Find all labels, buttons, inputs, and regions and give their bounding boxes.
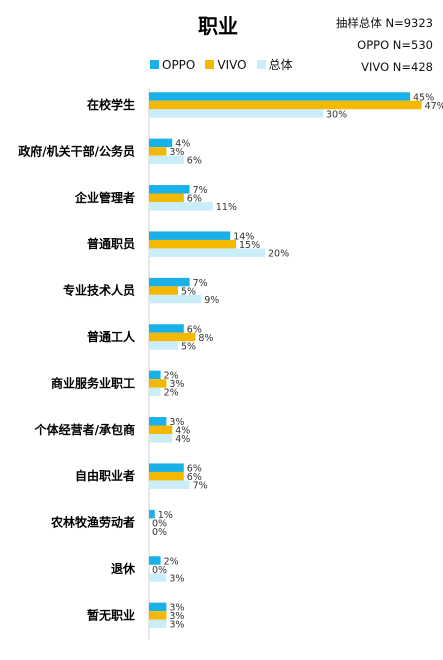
chart-title: 职业 (198, 14, 238, 38)
bar-总体 (149, 341, 178, 350)
data-label: 7% (193, 480, 208, 491)
bar-总体 (149, 294, 202, 304)
data-label: 3% (169, 573, 184, 584)
data-label: 11% (216, 202, 237, 213)
bar-总体 (149, 619, 167, 629)
data-label: 3% (169, 620, 184, 631)
data-label: 2% (164, 556, 179, 567)
data-label: 5% (181, 341, 196, 352)
data-label: 3% (169, 603, 184, 614)
data-label: 4% (175, 426, 190, 437)
data-label: 6% (187, 156, 202, 167)
bar-oppo (149, 370, 161, 380)
data-label: 20% (268, 248, 289, 259)
category-label: 个体经营者/承包商 (34, 422, 135, 437)
bar-vivo (149, 286, 178, 295)
sample-sizes: 抽样总体 N=9323 OPPO N=530 VIVO N=428 (336, 12, 433, 78)
bar-总体 (149, 155, 184, 165)
data-label: 3% (169, 147, 184, 158)
data-label: 0% (152, 565, 167, 576)
data-label: 4% (175, 139, 190, 150)
bar-oppo (149, 92, 410, 101)
legend-swatch-total (256, 60, 266, 69)
bar-vivo (149, 425, 173, 435)
bar-vivo (149, 611, 167, 620)
data-label: 14% (233, 231, 254, 242)
bar-vivo (149, 193, 184, 203)
bar-oppo (149, 417, 167, 426)
legend-label-oppo: OPPO (162, 57, 196, 72)
category-label: 在校学生 (87, 97, 135, 112)
bar-oppo (149, 138, 173, 148)
data-label: 6% (187, 463, 202, 474)
bar-vivo (149, 332, 196, 342)
data-label: 3% (169, 379, 184, 390)
category-label: 暂无职业 (87, 607, 135, 622)
category-label: 自由职业者 (75, 468, 135, 483)
data-label: 8% (198, 333, 213, 344)
data-label: 15% (239, 240, 260, 251)
data-label: 30% (326, 109, 347, 120)
bar-oppo (149, 556, 161, 565)
category-label: 农林牧渔劳动者 (50, 515, 135, 530)
sample-size-total: 抽样总体 N=9323 (335, 16, 433, 30)
legend-item-oppo: OPPO (150, 56, 195, 73)
data-label: 6% (187, 472, 202, 483)
bar-总体 (149, 202, 213, 211)
data-label: 3% (169, 417, 184, 428)
data-label: 7% (193, 185, 208, 196)
category-label: 普通工人 (87, 329, 136, 344)
bar-oppo (149, 463, 184, 472)
bar-oppo (149, 509, 155, 519)
data-label: 6% (187, 324, 202, 335)
category-label: 退休 (111, 561, 136, 576)
bar-oppo (149, 324, 184, 333)
data-label: 7% (193, 278, 208, 289)
sample-size-vivo: VIVO N=428 (361, 60, 433, 74)
bar-总体 (149, 248, 265, 257)
bar-oppo (149, 185, 190, 194)
sample-size-oppo: OPPO N=530 (357, 38, 433, 52)
bar-oppo (149, 602, 167, 612)
category-label: 普通职员 (87, 236, 135, 251)
data-label: 45% (413, 92, 434, 103)
category-label: 企业管理者 (74, 190, 135, 205)
data-label: 0% (152, 527, 167, 538)
data-label: 2% (164, 388, 179, 399)
data-label: 5% (181, 286, 196, 297)
bar-oppo (149, 231, 231, 240)
category-label: 商业服务业职工 (51, 375, 135, 390)
legend: OPPO VIVO 总体 (150, 56, 293, 73)
bar-oppo (149, 277, 190, 287)
legend-label-total: 总体 (268, 58, 293, 72)
data-label: 6% (187, 194, 202, 205)
bar-总体 (149, 573, 167, 582)
data-label: 1% (158, 510, 173, 521)
category-label: 政府/机关干部/公务员 (18, 143, 135, 158)
bar-总体 (149, 387, 161, 397)
data-label: 3% (169, 611, 184, 622)
legend-swatch-vivo (205, 60, 215, 69)
bar-总体 (149, 434, 173, 443)
bar-vivo (149, 379, 167, 388)
legend-item-vivo: VIVO (205, 56, 247, 73)
legend-item-total: 总体 (256, 56, 293, 73)
data-label: 4% (175, 434, 190, 445)
data-label: 47% (425, 101, 443, 112)
legend-swatch-oppo (150, 60, 159, 69)
data-label: 0% (152, 518, 167, 529)
legend-label-vivo: VIVO (217, 57, 247, 72)
category-label: 专业技术人员 (63, 283, 135, 298)
data-label: 2% (164, 371, 179, 382)
bar-vivo (149, 100, 422, 110)
bar-vivo (149, 471, 184, 481)
bar-vivo (149, 147, 167, 156)
bar-vivo (149, 239, 236, 249)
data-label: 9% (204, 295, 219, 306)
bar-总体 (149, 480, 190, 489)
bar-总体 (149, 109, 323, 118)
